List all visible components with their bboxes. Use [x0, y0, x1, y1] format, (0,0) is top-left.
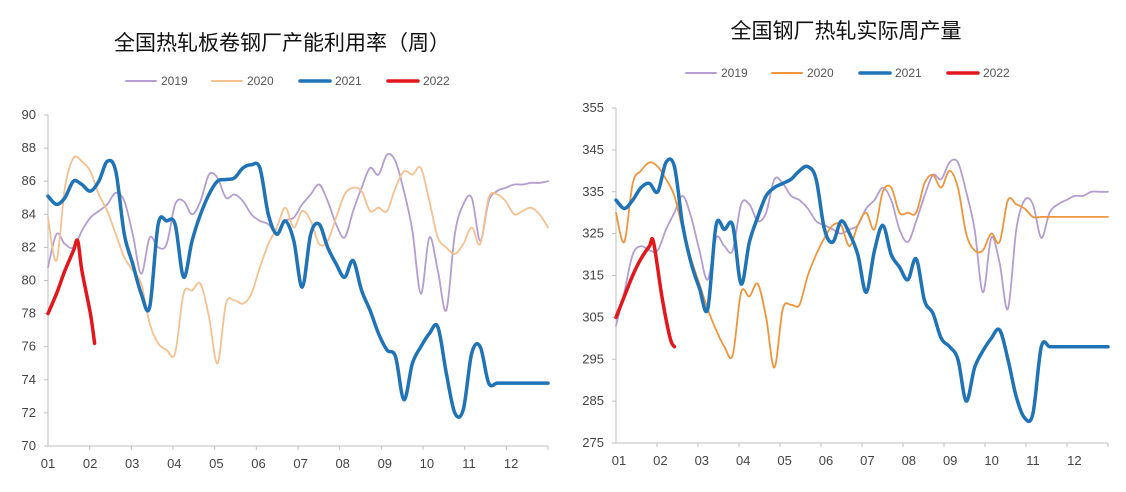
x-tick-label: 01	[41, 456, 55, 471]
x-tick-label: 08	[335, 456, 349, 471]
x-tick-label: 10	[984, 453, 998, 468]
y-tick-label: 335	[582, 184, 604, 199]
y-tick-label: 90	[22, 107, 36, 122]
x-tick-label: 02	[653, 453, 667, 468]
legend-label-2020: 2020	[807, 66, 834, 80]
y-tick-label: 355	[582, 100, 604, 115]
y-tick-label: 86	[22, 173, 36, 188]
y-tick-label: 72	[22, 405, 36, 420]
series-line-2020	[47, 155, 549, 365]
x-tick-label: 10	[420, 456, 434, 471]
chart-title: 全国钢厂热轧实际周产量	[731, 19, 962, 43]
y-tick-label: 88	[22, 140, 36, 155]
x-tick-label: 05	[209, 456, 223, 471]
x-axis-ticks: 01 02 03 04 05 06 07 08 09 10 11 12	[612, 443, 1109, 468]
y-tick-label: 325	[582, 226, 604, 241]
y-tick-label: 74	[22, 372, 36, 387]
legend-label-2021: 2021	[895, 66, 922, 80]
legend-label-2019: 2019	[161, 74, 188, 88]
series-line-2022	[46, 238, 97, 346]
x-tick-label: 04	[736, 453, 750, 468]
x-tick-label: 12	[1067, 453, 1081, 468]
x-tick-label: 07	[860, 453, 874, 468]
y-axis-ticks: 70 72 74 76 78 80 82 84 86 88 90	[22, 107, 48, 453]
chart-legend: 2019 2020 2021 2022	[685, 66, 1010, 80]
y-tick-label: 70	[22, 438, 36, 453]
y-tick-label: 82	[22, 239, 36, 254]
x-tick-label: 01	[612, 453, 626, 468]
x-tick-label: 08	[902, 453, 916, 468]
y-tick-label: 80	[22, 273, 36, 288]
chart-legend: 2019 2020 2021 2022	[125, 74, 450, 88]
y-tick-label: 76	[22, 339, 36, 354]
x-tick-label: 05	[777, 453, 791, 468]
legend-label-2019: 2019	[721, 66, 748, 80]
x-tick-label: 04	[167, 456, 181, 471]
y-tick-label: 84	[22, 206, 36, 221]
x-axis-ticks: 01 02 03 04 05 06 07 08 09 10 11 12	[41, 446, 549, 471]
chart-panel-output: 全国钢厂热轧实际周产量 2019 2020 2021 2022 275 285 295 30…	[582, 19, 1110, 468]
x-tick-label: 07	[293, 456, 307, 471]
series-line-2020	[615, 161, 1109, 369]
x-tick-label: 09	[378, 456, 392, 471]
y-tick-label: 305	[582, 309, 604, 324]
chart-series-group	[614, 157, 1110, 423]
x-tick-label: 11	[462, 456, 476, 471]
x-tick-label: 06	[819, 453, 833, 468]
y-tick-label: 275	[582, 435, 604, 450]
x-tick-label: 09	[943, 453, 957, 468]
series-line-2019	[615, 158, 1109, 327]
series-line-2022	[614, 236, 677, 349]
y-axis-ticks: 275 285 295 305 315 325 335 345 355	[582, 100, 616, 450]
x-tick-label: 12	[504, 456, 518, 471]
legend-label-2020: 2020	[247, 74, 274, 88]
x-tick-label: 06	[251, 456, 265, 471]
y-tick-label: 345	[582, 142, 604, 157]
y-tick-label: 285	[582, 393, 604, 408]
x-tick-label: 02	[83, 456, 97, 471]
series-line-2021	[614, 157, 1110, 423]
y-tick-label: 295	[582, 351, 604, 366]
legend-label-2021: 2021	[335, 74, 362, 88]
chart-series-group	[46, 153, 550, 419]
x-tick-label: 11	[1026, 453, 1040, 468]
x-tick-label: 03	[125, 456, 139, 471]
legend-label-2022: 2022	[423, 74, 450, 88]
legend-label-2022: 2022	[983, 66, 1010, 80]
series-line-2019	[47, 153, 549, 312]
x-tick-label: 03	[695, 453, 709, 468]
y-tick-label: 78	[22, 306, 36, 321]
series-line-2021	[46, 158, 550, 419]
chart-panel-utilization: 全国热轧板卷钢厂产能利用率（周） 2019 2020 2021 2022 70 72 74…	[22, 31, 550, 471]
y-tick-label: 315	[582, 268, 604, 283]
chart-title: 全国热轧板卷钢厂产能利用率（周）	[114, 31, 450, 55]
